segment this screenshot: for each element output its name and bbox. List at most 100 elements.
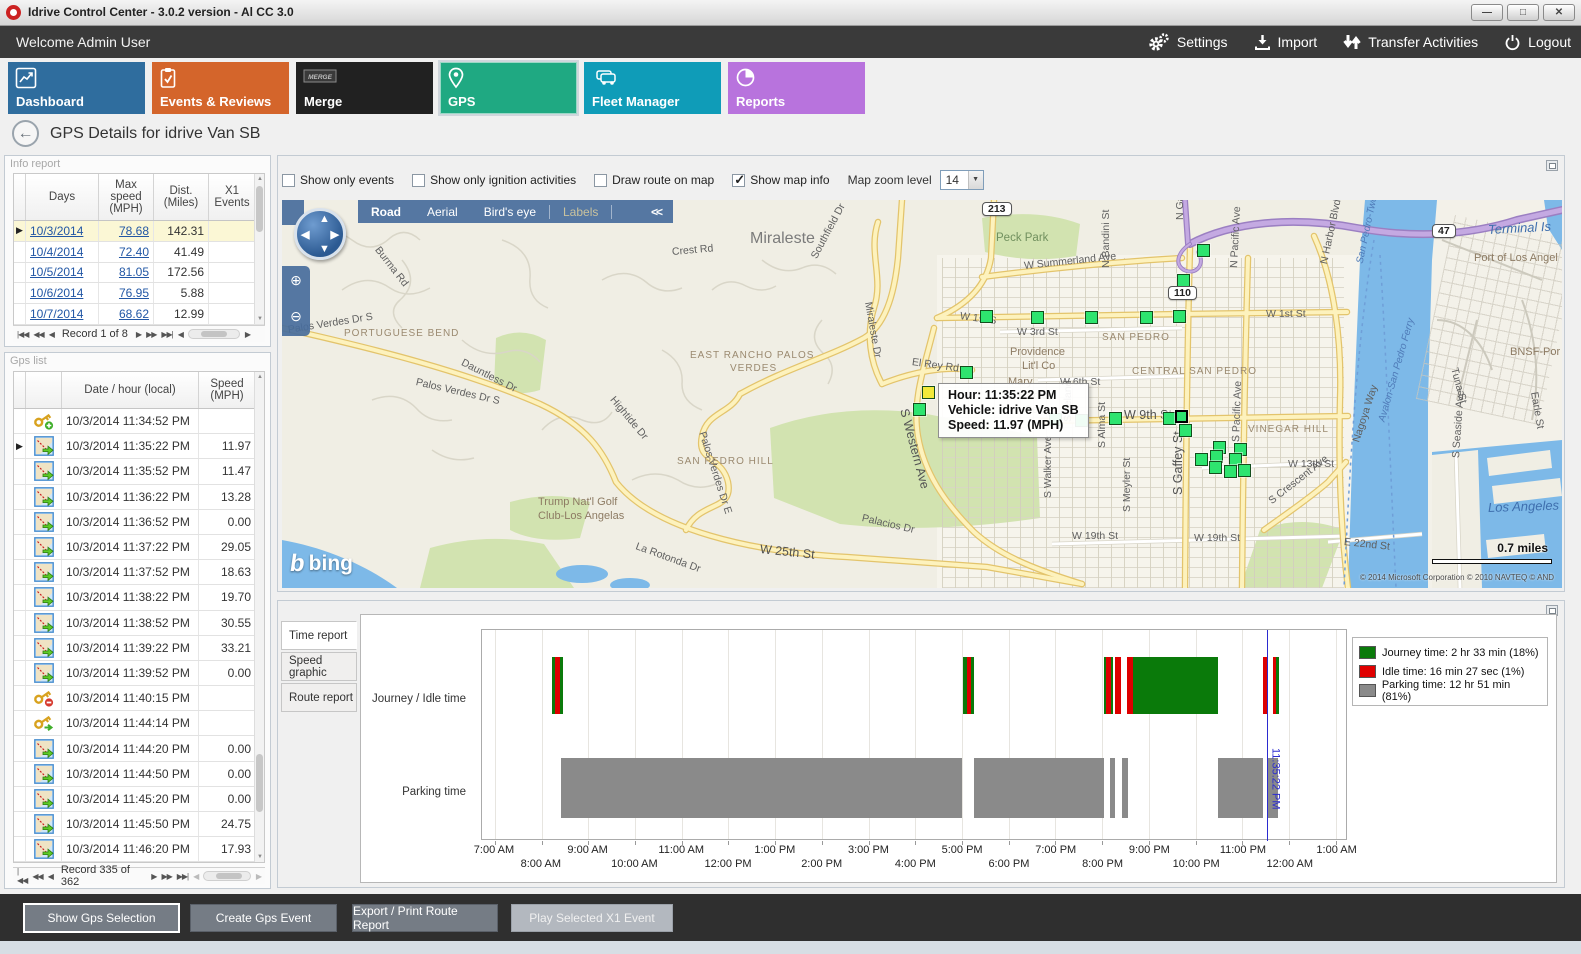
gps-marker[interactable] (980, 310, 993, 323)
gps-table-row[interactable]: 10/3/2014 11:39:22 PM33.21 (14, 636, 264, 661)
export-print-route-report-button[interactable]: Export / Print Route Report (352, 904, 498, 932)
checkbox-box[interactable] (412, 174, 425, 187)
nav-tab-merge[interactable]: MERGEMerge (296, 62, 433, 114)
info-pager-last-button[interactable]: ▶▶| (161, 330, 172, 339)
gps-table-row[interactable]: 10/3/2014 11:37:52 PM18.63 (14, 560, 264, 585)
gps-table-row[interactable]: 10/3/2014 11:38:22 PM19.70 (14, 585, 264, 610)
menu-action-settings[interactable]: Settings (1148, 33, 1228, 51)
time-cursor-line[interactable] (1267, 630, 1268, 841)
day-link[interactable]: 10/3/2014 (30, 224, 83, 238)
gps-marker[interactable] (1173, 310, 1186, 323)
gps-marker[interactable] (1238, 464, 1251, 477)
checkbox-box[interactable] (594, 174, 607, 187)
gps-table-row[interactable]: 10/3/2014 11:44:50 PM0.00 (14, 762, 264, 787)
gps-marker[interactable] (1195, 453, 1208, 466)
gps-pager-hscroll-left[interactable]: ◀ (193, 872, 198, 881)
chart-tab-speed-graphic[interactable]: Speed graphic (281, 652, 357, 681)
map-style-bird-s-eye[interactable]: Bird's eye (471, 205, 549, 219)
gps-table-row[interactable]: 10/3/2014 11:44:14 PM (14, 711, 264, 736)
nav-tab-reports[interactable]: Reports (728, 62, 865, 114)
gps-marker[interactable] (1140, 311, 1153, 324)
max-speed-link[interactable]: 68.62 (119, 307, 149, 321)
checkbox-show-map-info[interactable]: Show map info (732, 173, 829, 187)
gps-marker[interactable] (1085, 311, 1098, 324)
map-zoom-in-button[interactable]: ⊕ (286, 270, 306, 290)
gps-pager-first-button[interactable]: |◀◀ (17, 867, 27, 885)
menu-action-import[interactable]: Import (1254, 34, 1318, 51)
menu-action-logout[interactable]: Logout (1504, 34, 1571, 51)
bing-map[interactable]: Burma RdCrest RdMiralesteSouthfield DrMi… (282, 200, 1562, 588)
show-gps-selection-button[interactable]: Show Gps Selection (24, 904, 179, 932)
map-style-labels[interactable]: Labels (549, 205, 612, 219)
info-table-row[interactable]: 10/7/201468.6212.99 (14, 304, 264, 325)
map-style-road[interactable]: Road (358, 205, 414, 219)
gps-table-row[interactable]: 10/3/2014 11:39:52 PM0.00 (14, 661, 264, 686)
map-toolbar-collapse-icon[interactable]: << (651, 205, 673, 219)
gps-table-row[interactable]: 10/3/2014 11:35:52 PM11.47 (14, 459, 264, 484)
day-link[interactable]: 10/7/2014 (30, 307, 83, 321)
gps-marker[interactable] (1209, 461, 1222, 474)
menu-action-transfer-activities[interactable]: Transfer Activities (1343, 33, 1478, 51)
nav-tab-dashboard[interactable]: Dashboard (8, 62, 145, 114)
max-speed-link[interactable]: 72.40 (119, 245, 149, 259)
nav-tab-fleet-manager[interactable]: Fleet Manager (584, 62, 721, 114)
info-pager-prev-page-button[interactable]: ◀◀ (33, 330, 43, 339)
info-table-row[interactable]: 10/6/201476.955.88 (14, 283, 264, 304)
checkbox-show-only-ignition-activities[interactable]: Show only ignition activities (412, 173, 576, 187)
gps-marker[interactable] (1197, 244, 1210, 257)
info-pager-next-page-button[interactable]: ▶▶ (146, 330, 156, 339)
scrollbar-thumb[interactable] (256, 186, 263, 232)
scroll-up-icon[interactable]: ▲ (255, 372, 265, 382)
checkbox-box[interactable] (282, 174, 295, 187)
scroll-down-icon[interactable]: ▼ (255, 852, 265, 862)
nav-tab-events-reviews[interactable]: Events & Reviews (152, 62, 289, 114)
info-pager-hscroll-right[interactable]: ▶ (245, 330, 250, 339)
gps-pager-hscroll-thumb[interactable] (216, 873, 242, 879)
max-speed-link[interactable]: 78.68 (119, 224, 149, 238)
info-table-row[interactable]: 10/4/201472.4041.49 (14, 242, 264, 263)
map-compass-control[interactable]: ▲ ▼ ◀ ▶ (294, 208, 346, 260)
info-pager-next-button[interactable]: ▶ (136, 330, 141, 339)
gps-pager-next-button[interactable]: ▶ (151, 872, 156, 881)
max-speed-link[interactable]: 81.05 (119, 265, 149, 279)
gps-table-row[interactable]: 10/3/2014 11:36:52 PM0.00 (14, 510, 264, 535)
gps-pager-next-page-button[interactable]: ▶▶ (161, 872, 171, 881)
gps-pager-last-button[interactable]: ▶▶| (177, 872, 188, 881)
gps-marker[interactable] (1224, 465, 1237, 478)
checkbox-box[interactable] (732, 174, 745, 187)
gps-table-scrollbar[interactable]: ▲▼ (254, 372, 264, 862)
gps-marker[interactable] (1031, 311, 1044, 324)
chevron-down-icon[interactable]: ▼ (968, 171, 983, 189)
info-pager-prev-button[interactable]: ◀ (49, 330, 54, 339)
map-panel-restore-icon[interactable] (1546, 160, 1558, 171)
max-speed-link[interactable]: 76.95 (119, 286, 149, 300)
scrollbar-thumb[interactable] (256, 754, 263, 812)
close-button[interactable]: ✕ (1543, 4, 1575, 21)
gps-marker[interactable] (922, 386, 935, 399)
day-link[interactable]: 10/4/2014 (30, 245, 83, 259)
back-button[interactable]: ← (12, 120, 39, 147)
scroll-up-icon[interactable]: ▲ (255, 174, 265, 184)
maximize-button[interactable]: □ (1507, 4, 1539, 21)
chart-tab-time-report[interactable]: Time report (281, 621, 357, 650)
info-pager-hscroll-left[interactable]: ◀ (178, 330, 183, 339)
gps-table-row[interactable]: 10/3/2014 11:45:50 PM24.75 (14, 812, 264, 837)
gps-pager-prev-page-button[interactable]: ◀◀ (32, 872, 42, 881)
gps-pager-hscroll-right[interactable]: ▶ (256, 872, 261, 881)
map-zoom-level-select[interactable]: 14▼ (940, 170, 984, 190)
gps-table-row[interactable]: 10/3/2014 11:36:22 PM13.28 (14, 485, 264, 510)
minimize-button[interactable]: — (1471, 4, 1503, 21)
gps-marker-selected[interactable] (1175, 410, 1188, 423)
info-pager-hscroll-thumb[interactable] (201, 331, 227, 337)
checkbox-draw-route-on-map[interactable]: Draw route on map (594, 173, 714, 187)
info-table-row[interactable]: 10/5/201481.05172.56 (14, 263, 264, 284)
gps-table-row[interactable]: 10/3/2014 11:44:20 PM0.00 (14, 736, 264, 761)
checkbox-show-only-events[interactable]: Show only events (282, 173, 394, 187)
create-gps-event-button[interactable]: Create Gps Event (190, 904, 337, 932)
gps-table-row[interactable]: 10/3/2014 11:37:22 PM29.05 (14, 535, 264, 560)
chart-tab-route-report[interactable]: Route report (281, 683, 357, 712)
day-link[interactable]: 10/6/2014 (30, 286, 83, 300)
nav-tab-gps[interactable]: GPS (440, 62, 577, 114)
info-pager-first-button[interactable]: |◀◀ (17, 330, 28, 339)
info-pager-hscrollbar[interactable] (188, 329, 240, 339)
